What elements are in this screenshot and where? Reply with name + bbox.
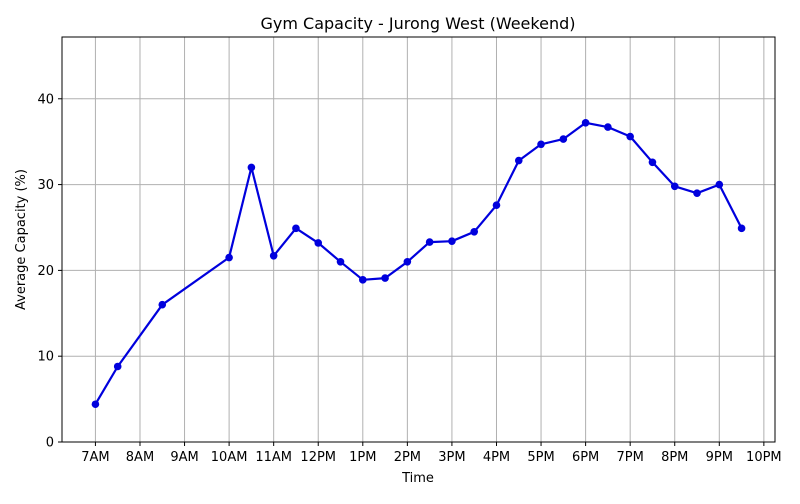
series-layer [91, 119, 746, 409]
data-point [737, 224, 746, 233]
data-point [358, 276, 367, 284]
data-point [537, 140, 545, 149]
y-tick-label: 10 [37, 350, 54, 365]
x-tick-label: 6PM [572, 450, 599, 465]
data-point [492, 201, 501, 209]
y-tick-label: 0 [46, 436, 54, 451]
data-point [715, 180, 724, 189]
tick-layer: 7AM 8AM 9AM 10AM 11AM 12PM 1PM 2PM 3PM 4PM 5PM 6PM 7… [37, 92, 781, 465]
data-point [403, 258, 412, 266]
x-axis-label: Time [401, 471, 434, 486]
y-axis-label: Average Capacity (%) [14, 169, 29, 310]
x-tick-label: 3PM [438, 450, 465, 465]
x-tick-label: 9AM [170, 450, 198, 465]
data-point [581, 119, 590, 127]
data-point [604, 123, 612, 131]
data-point [91, 400, 100, 409]
data-point [470, 227, 479, 236]
x-tick-label: 5PM [527, 450, 554, 465]
x-tick-label: 9PM [706, 450, 733, 465]
y-tick-label: 40 [37, 92, 54, 107]
x-tick-label: 7PM [617, 450, 644, 465]
data-point [648, 158, 657, 167]
x-tick-label: 8PM [661, 450, 688, 465]
data-point [269, 252, 278, 260]
data-point [448, 237, 456, 246]
plot-area-frame [61, 36, 776, 443]
x-tick-label: 1PM [349, 450, 376, 465]
x-tick-label: 4PM [483, 450, 510, 465]
y-tick-label: 30 [37, 178, 54, 193]
x-tick-label: 10AM [211, 450, 248, 465]
y-tick-label: 20 [37, 264, 54, 279]
chart-title: Gym Capacity - Jurong West (Weekend) [261, 14, 576, 33]
grid-layer [62, 37, 775, 443]
data-point [225, 253, 233, 262]
data-point [247, 163, 256, 172]
data-point [158, 300, 167, 309]
data-point [336, 258, 345, 266]
data-point [693, 189, 701, 197]
x-tick-label: 7AM [81, 450, 109, 465]
data-point [559, 135, 568, 143]
x-tick-label: 10PM [746, 450, 782, 465]
data-point [113, 362, 122, 371]
data-point [425, 238, 434, 246]
capacity-series-line [94, 121, 743, 405]
x-tick-label: 8AM [126, 450, 154, 465]
data-point [514, 156, 523, 165]
x-tick-label: 11AM [255, 450, 292, 465]
x-tick-label: 2PM [394, 450, 421, 465]
data-point [314, 239, 323, 247]
x-tick-label: 12PM [300, 450, 336, 465]
data-point [381, 274, 389, 282]
data-point [292, 224, 300, 233]
data-point [626, 132, 634, 141]
data-point [670, 182, 679, 191]
